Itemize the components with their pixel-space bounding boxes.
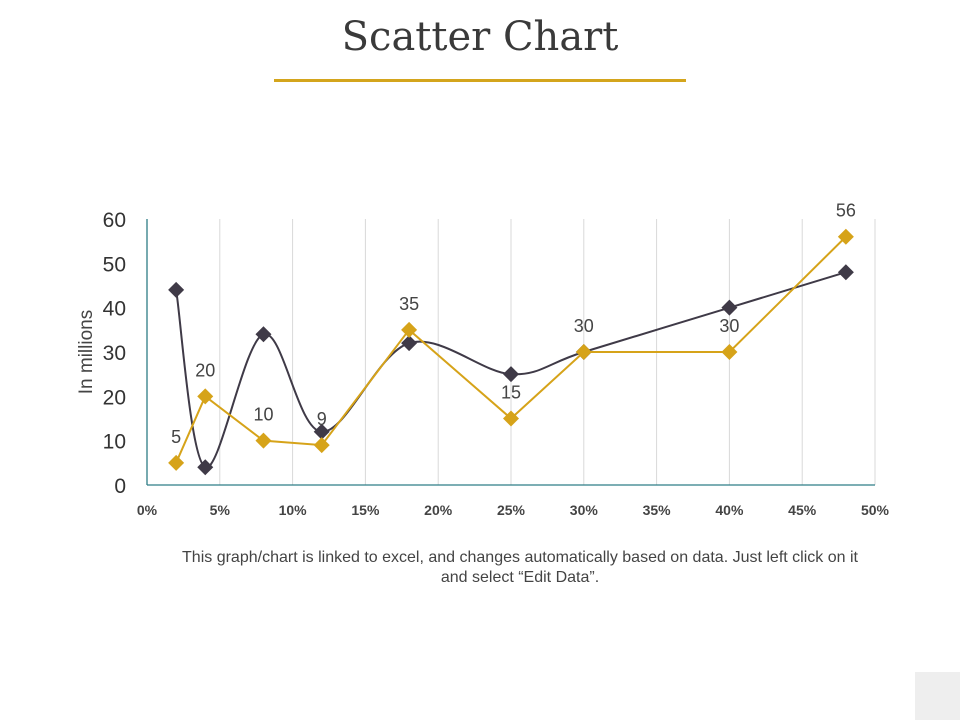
- x-tick-label: 45%: [788, 502, 817, 518]
- x-tick-label: 20%: [424, 502, 453, 518]
- data-label: 56: [836, 201, 856, 221]
- y-tick-label: 20: [103, 386, 126, 409]
- data-point-marker: [575, 344, 592, 360]
- data-point-marker: [197, 459, 214, 476]
- page-title: Scatter Chart: [341, 14, 619, 60]
- data-label: 5: [171, 427, 181, 447]
- data-point-marker: [721, 344, 738, 360]
- x-tick-label: 5%: [210, 502, 231, 518]
- y-tick-label: 0: [114, 475, 126, 498]
- y-tick-label: 50: [103, 253, 126, 276]
- chart-note: This graph/chart is linked to excel, and…: [182, 549, 858, 586]
- y-axis-label: In millions: [76, 310, 97, 394]
- data-point-marker: [168, 454, 185, 471]
- data-point-marker: [313, 437, 330, 454]
- data-label: 35: [399, 294, 419, 314]
- data-point-marker: [503, 410, 519, 427]
- data-label: 15: [501, 383, 521, 403]
- x-tick-label: 10%: [279, 502, 308, 518]
- data-point-marker: [503, 366, 519, 383]
- x-tick-label: 50%: [861, 502, 890, 518]
- data-point-marker: [721, 299, 738, 316]
- data-point-marker: [837, 264, 854, 281]
- y-tick-label: 10: [103, 431, 126, 454]
- x-tick-label: 0%: [137, 502, 158, 518]
- y-tick-label: 40: [103, 298, 126, 321]
- data-label: 30: [574, 316, 594, 336]
- data-point-marker: [255, 326, 272, 343]
- data-point-marker: [401, 335, 418, 352]
- data-point-marker: [401, 321, 418, 338]
- x-tick-label: 35%: [643, 502, 672, 518]
- data-point-marker: [168, 281, 185, 298]
- data-label: 9: [317, 409, 327, 429]
- data-label: 10: [253, 405, 273, 425]
- data-point-marker: [197, 388, 214, 405]
- corner-box: [915, 672, 960, 720]
- data-point-marker: [313, 423, 330, 440]
- y-tick-label: 30: [103, 342, 126, 365]
- data-point-marker: [255, 432, 272, 449]
- x-tick-label: 15%: [351, 502, 380, 518]
- x-tick-label: 25%: [497, 502, 526, 518]
- x-tick-label: 30%: [570, 502, 599, 518]
- data-label: 30: [719, 316, 739, 336]
- data-point-marker: [837, 228, 854, 245]
- y-tick-label: 60: [103, 209, 126, 232]
- title-underline: [274, 79, 686, 82]
- x-tick-label: 40%: [715, 502, 744, 518]
- data-label: 20: [195, 360, 215, 380]
